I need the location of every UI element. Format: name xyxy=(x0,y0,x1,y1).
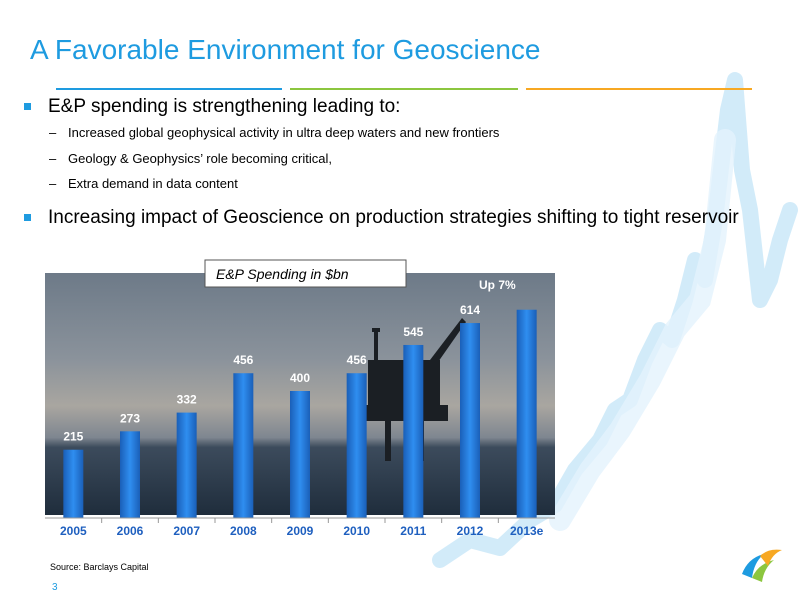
slide-title: A Favorable Environment for Geoscience xyxy=(30,34,541,65)
page-number: 3 xyxy=(52,582,58,593)
x-tick-label-2011: 2011 xyxy=(400,524,426,538)
bar-2013e xyxy=(516,309,537,518)
bullet-square-icon xyxy=(24,214,31,221)
source-note: Source: Barclays Capital xyxy=(50,562,149,572)
x-tick-label-2008: 2008 xyxy=(230,524,257,538)
bar-2010 xyxy=(346,373,367,518)
bar-2008 xyxy=(233,373,254,518)
chart-title-box xyxy=(204,259,407,288)
data-label-2010: 456 xyxy=(347,353,367,367)
company-logo xyxy=(742,549,782,582)
bullet-2-text: Increasing impact of Geoscience on produ… xyxy=(48,207,739,228)
data-label-2011: 545 xyxy=(403,325,423,339)
bar-2012 xyxy=(460,323,480,518)
bar-2005 xyxy=(63,449,84,518)
x-tick-label-2009: 2009 xyxy=(287,524,314,538)
dash-icon: – xyxy=(49,125,57,140)
data-label-2006: 273 xyxy=(120,411,140,425)
data-label-2007: 332 xyxy=(177,393,197,407)
x-tick-label-2005: 2005 xyxy=(60,524,87,538)
subbullet-1-text: Increased global geophysical activity in… xyxy=(68,125,500,140)
subbullet-2-text: Geology & Geophysics’ role becoming crit… xyxy=(68,151,332,166)
dash-icon: – xyxy=(49,151,57,166)
title-rule-blue xyxy=(56,88,282,90)
bar-2011 xyxy=(403,344,424,518)
data-label-2008: 456 xyxy=(233,353,253,367)
dash-icon: – xyxy=(49,176,57,191)
bullet-1-text: E&P spending is strengthening leading to… xyxy=(48,96,401,117)
data-label-2009: 400 xyxy=(290,371,310,385)
data-label-2005: 215 xyxy=(63,430,83,444)
bar-2006 xyxy=(120,431,140,518)
subbullet-3-text: Extra demand in data content xyxy=(68,176,238,191)
x-tick-label-2006: 2006 xyxy=(117,524,144,538)
chart-title: E&P Spending in $bn xyxy=(216,266,349,282)
bar-2007 xyxy=(176,412,197,518)
data-label-2012: 614 xyxy=(460,303,480,317)
x-tick-label-2012: 2012 xyxy=(457,524,484,538)
growth-annotation: Up 7% xyxy=(479,278,516,292)
x-tick-label-2007: 2007 xyxy=(173,524,200,538)
bar-2009 xyxy=(290,391,310,518)
title-rule-green xyxy=(290,88,518,90)
title-rule-orange xyxy=(526,88,752,90)
x-tick-label-2013e: 2013e xyxy=(510,524,544,538)
bullet-square-icon xyxy=(24,103,31,110)
x-tick-label-2010: 2010 xyxy=(343,524,370,538)
